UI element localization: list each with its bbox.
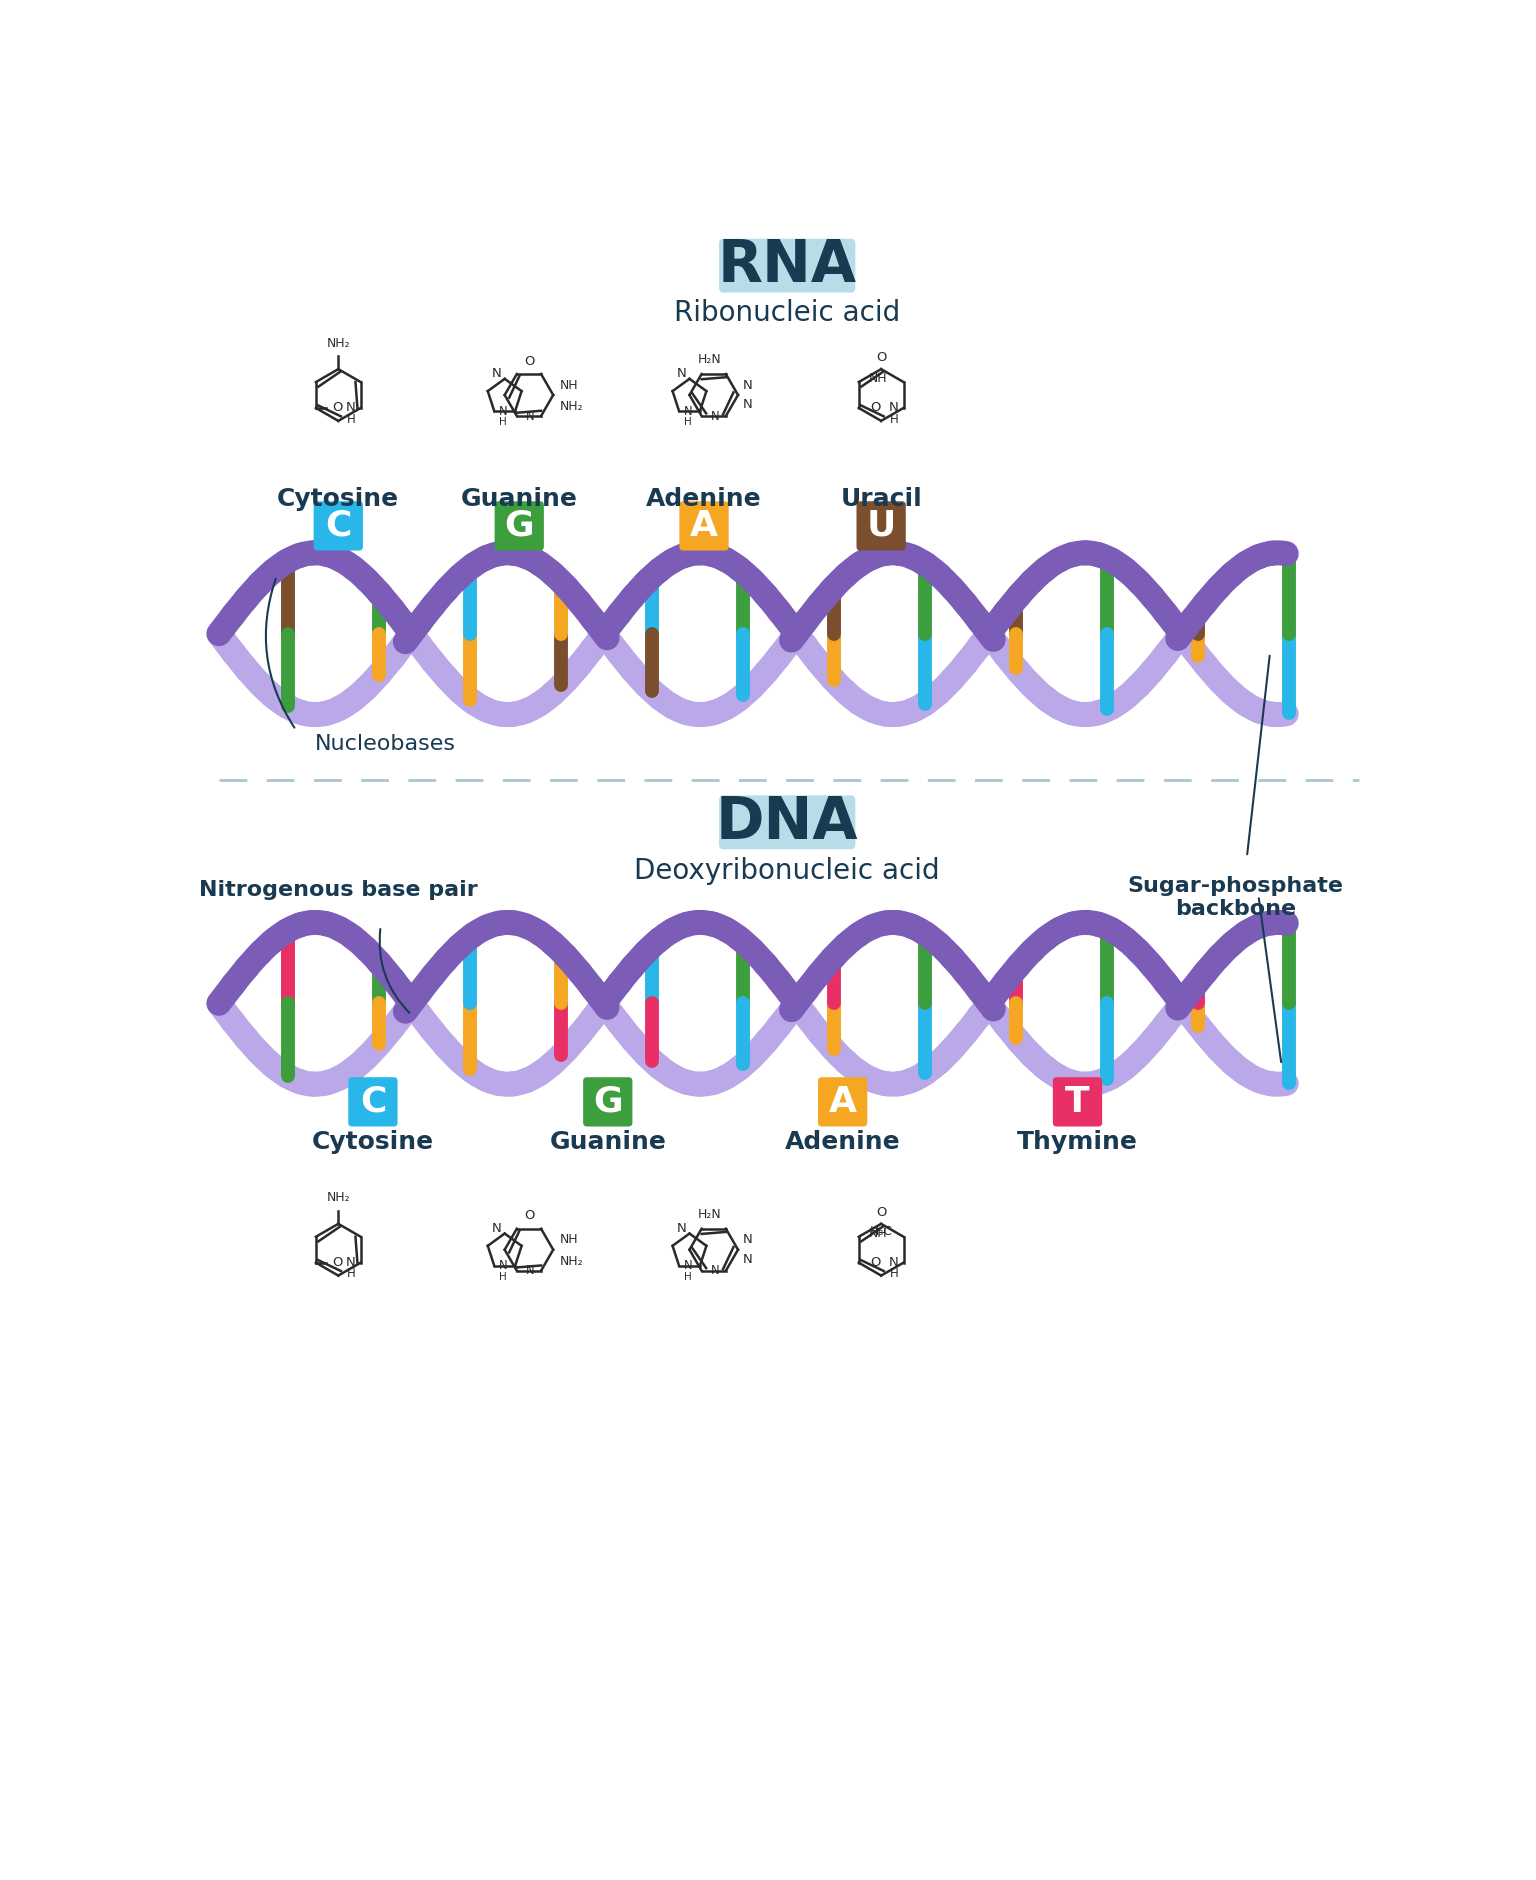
Text: Uracil: Uracil [840, 487, 922, 511]
Text: Guanine: Guanine [550, 1130, 667, 1154]
Text: Ribonucleic acid: Ribonucleic acid [674, 299, 900, 327]
Text: Cytosine: Cytosine [312, 1130, 435, 1154]
Text: N: N [684, 404, 693, 417]
Text: Guanine: Guanine [461, 487, 578, 511]
Text: O: O [869, 1256, 880, 1269]
Text: DNA: DNA [716, 793, 859, 852]
Text: N: N [743, 1233, 753, 1246]
Text: NH: NH [559, 1233, 578, 1246]
FancyBboxPatch shape [819, 1077, 868, 1126]
Text: N: N [492, 1222, 501, 1235]
FancyBboxPatch shape [719, 795, 856, 850]
Text: NH₂: NH₂ [559, 1254, 584, 1267]
FancyBboxPatch shape [857, 502, 906, 551]
Text: O: O [876, 352, 886, 365]
Text: N: N [743, 399, 753, 412]
Text: H: H [684, 1273, 691, 1282]
FancyBboxPatch shape [495, 502, 544, 551]
Text: Cytosine: Cytosine [276, 487, 399, 511]
Text: N: N [499, 404, 507, 417]
FancyBboxPatch shape [679, 502, 728, 551]
Text: U: U [866, 509, 895, 543]
Text: N: N [492, 367, 501, 380]
Text: NH: NH [559, 378, 578, 391]
Text: H₂N: H₂N [697, 353, 722, 367]
Text: N: N [676, 367, 687, 380]
Text: A: A [690, 509, 717, 543]
Text: NH₂: NH₂ [327, 1192, 350, 1205]
FancyBboxPatch shape [313, 502, 362, 551]
Text: N: N [499, 1260, 507, 1273]
Text: Deoxyribonucleic acid: Deoxyribonucleic acid [634, 857, 940, 885]
Text: H: H [499, 417, 507, 427]
Text: NH₂: NH₂ [327, 337, 350, 350]
Text: RNA: RNA [717, 237, 857, 293]
Text: H: H [684, 417, 691, 427]
Text: Nucleobases: Nucleobases [315, 733, 456, 754]
FancyBboxPatch shape [719, 239, 856, 293]
Text: O: O [869, 402, 880, 414]
Text: A: A [828, 1085, 857, 1119]
Text: N: N [676, 1222, 687, 1235]
Text: C: C [326, 509, 352, 543]
Text: N: N [743, 378, 753, 391]
Text: N: N [743, 1252, 753, 1265]
Text: N: N [346, 1256, 356, 1269]
Text: O: O [524, 355, 535, 368]
Text: H₃C: H₃C [869, 1226, 892, 1239]
Text: H: H [499, 1273, 507, 1282]
Text: N: N [889, 402, 899, 414]
Text: O: O [876, 1205, 886, 1218]
Text: Thymine: Thymine [1017, 1130, 1138, 1154]
Text: Adenine: Adenine [785, 1130, 900, 1154]
Text: N: N [711, 410, 720, 423]
Text: H: H [347, 1267, 356, 1280]
Text: G: G [593, 1085, 622, 1119]
Text: G: G [504, 509, 535, 543]
Text: H: H [889, 414, 899, 425]
Text: Adenine: Adenine [647, 487, 762, 511]
Text: O: O [524, 1209, 535, 1222]
Text: H: H [347, 414, 356, 425]
Text: N: N [711, 1263, 720, 1277]
FancyBboxPatch shape [1052, 1077, 1103, 1126]
Text: N: N [527, 1263, 535, 1277]
FancyBboxPatch shape [349, 1077, 398, 1126]
Text: C: C [359, 1085, 386, 1119]
Text: N: N [527, 410, 535, 423]
Text: N: N [684, 1260, 693, 1273]
Text: O: O [332, 1256, 343, 1269]
Text: Sugar-phosphate
backbone: Sugar-phosphate backbone [1127, 876, 1344, 919]
Text: H₂N: H₂N [697, 1207, 722, 1220]
Text: NH₂: NH₂ [559, 400, 584, 414]
Text: Nitrogenous base pair: Nitrogenous base pair [200, 880, 478, 901]
Text: N: N [346, 402, 356, 414]
Text: NH: NH [868, 1228, 888, 1241]
Text: H: H [889, 1267, 899, 1280]
Text: T: T [1064, 1085, 1091, 1119]
Text: O: O [332, 402, 343, 414]
Text: N: N [889, 1256, 899, 1269]
FancyBboxPatch shape [584, 1077, 633, 1126]
Text: NH: NH [868, 372, 888, 385]
